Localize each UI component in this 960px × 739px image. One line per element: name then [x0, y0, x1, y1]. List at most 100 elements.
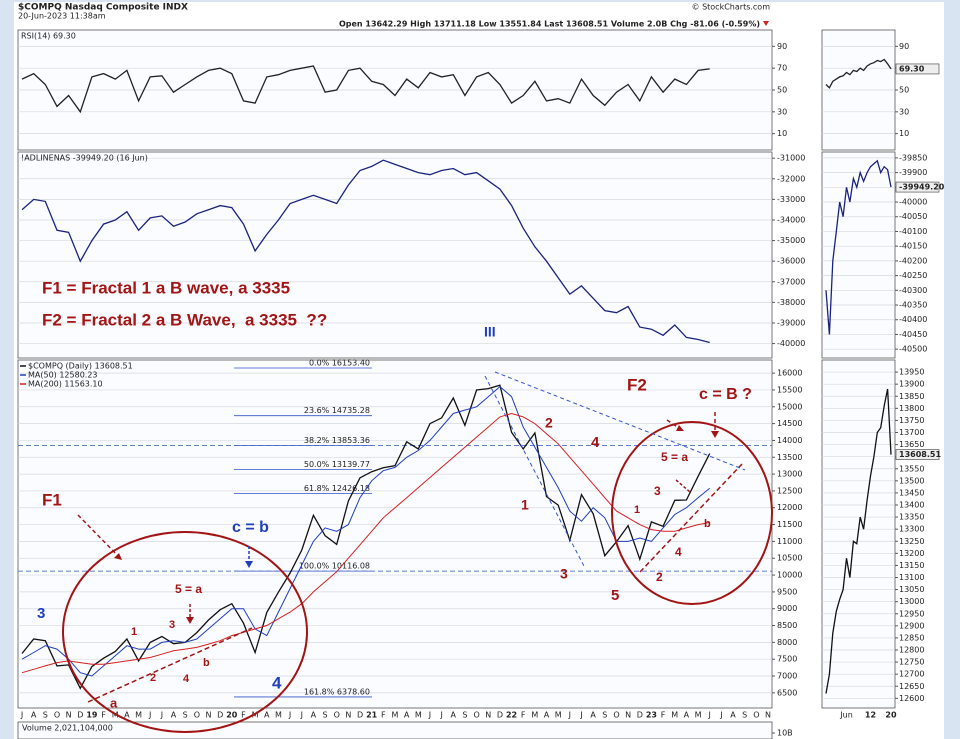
- y-tick-label: -40150: [899, 242, 927, 251]
- series-line: [21, 385, 711, 677]
- source: © StockCharts.com: [692, 3, 771, 12]
- x-tick-label: 12: [865, 711, 876, 720]
- y-tick-label: 14000: [777, 436, 802, 445]
- annotation: b: [203, 657, 210, 669]
- y-tick-label: 90: [777, 42, 787, 51]
- panel: [17, 359, 773, 709]
- arrow-head: [114, 553, 122, 560]
- x-tick-label: D: [637, 711, 643, 720]
- y-tick-label: -40200: [899, 256, 927, 265]
- value-tag: [895, 181, 940, 193]
- annotation: 3: [169, 619, 175, 631]
- legend-entry: MA(200) 11563.10: [28, 380, 103, 389]
- x-tick-label: A: [124, 711, 130, 720]
- x-tick-label: A: [730, 711, 736, 720]
- fib-label: 23.6% 14735.28: [304, 406, 370, 415]
- x-tick-label: 20: [885, 711, 897, 720]
- arrow: [77, 514, 123, 561]
- x-tick-label: D: [497, 711, 503, 720]
- y-tick-label: -40350: [899, 301, 927, 310]
- fib-label: 38.2% 13853.36: [304, 436, 370, 445]
- y-tick-label: -40500: [899, 345, 927, 354]
- y-tick-label: 12650: [899, 682, 924, 691]
- y-tick-label: 8000: [777, 638, 797, 647]
- y-tick-label: 30: [899, 107, 909, 116]
- x-tick-label: F: [521, 711, 526, 720]
- y-tick-label: 13500: [899, 476, 924, 485]
- arrow-head: [186, 617, 194, 624]
- x-tick-label: N: [66, 711, 72, 720]
- y-tick-label: 50: [899, 86, 909, 95]
- y-tick-label: -33000: [777, 195, 805, 204]
- fib-label: 161.8% 6378.60: [304, 687, 370, 696]
- y-tick-label: 13850: [899, 392, 924, 401]
- x-tick-label: J: [20, 711, 23, 720]
- y-tick-label: -34000: [777, 215, 805, 224]
- y-tick-label: 8500: [777, 621, 797, 630]
- y-tick-label: 90: [899, 42, 909, 51]
- quote: Open 13642.29 High 13711.18 Low 13551.84…: [339, 20, 760, 29]
- y-tick-label: 30: [777, 107, 787, 116]
- x-tick-label: A: [31, 711, 37, 720]
- x-tick-label: F: [101, 711, 106, 720]
- annotation: 2: [656, 570, 663, 584]
- x-tick-label: N: [485, 711, 491, 720]
- x-tick-label: A: [451, 711, 457, 720]
- annotation: III: [484, 324, 496, 340]
- symbol: $COMPQ Nasdaq Composite INDX: [18, 3, 188, 13]
- x-tick-label: A: [311, 711, 317, 720]
- x-tick-label: M: [392, 711, 399, 720]
- y-tick-label: 13900: [899, 380, 924, 389]
- y-tick-label: -31000: [777, 154, 805, 163]
- y-tick-label: 13800: [899, 404, 924, 413]
- annotation: c = b: [232, 519, 269, 536]
- y-tick-label: -40400: [899, 315, 927, 324]
- y-tick-label: 13050: [899, 585, 924, 594]
- value-tag-label: 13608.51: [899, 450, 941, 459]
- arrow-head: [676, 425, 684, 431]
- y-tick-label: 13350: [899, 513, 924, 522]
- y-tick-label: 13450: [899, 488, 924, 497]
- value-tag: [895, 449, 940, 460]
- y-tick-label: 13250: [899, 537, 924, 546]
- x-tick-label: 23: [646, 711, 657, 720]
- y-tick-label: 12850: [899, 633, 924, 642]
- annotation: 1: [131, 626, 137, 638]
- annotation: 5: [611, 587, 619, 604]
- x-tick-label: J: [719, 711, 722, 720]
- y-tick-label: -37000: [777, 277, 805, 286]
- y-tick-label: 10000: [777, 571, 802, 580]
- y-tick-label: 10500: [777, 554, 802, 563]
- y-tick-label: 13550: [899, 464, 924, 473]
- y-tick-label: 6500: [777, 688, 797, 697]
- date: 20-Jun-2023 11:38am: [18, 12, 106, 21]
- x-tick-label: O: [753, 711, 759, 720]
- annotation: F2: [627, 375, 647, 394]
- fib-label: 0.0% 16153.40: [309, 358, 370, 367]
- annotation: 3: [654, 484, 661, 498]
- y-tick-label: 12750: [899, 658, 924, 667]
- annotation: F2 = Fractal 2 a B Wave, a 3335 ??: [42, 310, 327, 329]
- y-tick-label: 13000: [899, 597, 924, 606]
- y-tick-label: 11000: [777, 537, 802, 546]
- y-tick-label: 14500: [777, 419, 802, 428]
- y-tick-label: 15000: [777, 402, 802, 411]
- annotation: 3: [560, 566, 568, 582]
- y-tick-label: -40000: [899, 198, 927, 207]
- series-line: [825, 388, 892, 694]
- y-tick-label: -39850: [899, 153, 927, 162]
- x-tick-label: M: [135, 711, 142, 720]
- annotation: F1 = Fractal 1 a B wave, a 3335: [42, 278, 290, 297]
- y-tick-label: -38000: [777, 298, 805, 307]
- x-tick-label: 22: [506, 711, 517, 720]
- y-tick-label: 9000: [777, 604, 797, 613]
- x-tick-label: J: [288, 711, 291, 720]
- annotation: 5 = a: [175, 582, 202, 596]
- panel-title: RSI(14) 69.30: [21, 32, 76, 41]
- fib-label: 50.0% 13139.77: [304, 460, 370, 469]
- series-line: [21, 384, 711, 690]
- x-tick-label: D: [77, 711, 83, 720]
- y-tick-label: 13300: [899, 525, 924, 534]
- x-tick-label: J: [439, 711, 442, 720]
